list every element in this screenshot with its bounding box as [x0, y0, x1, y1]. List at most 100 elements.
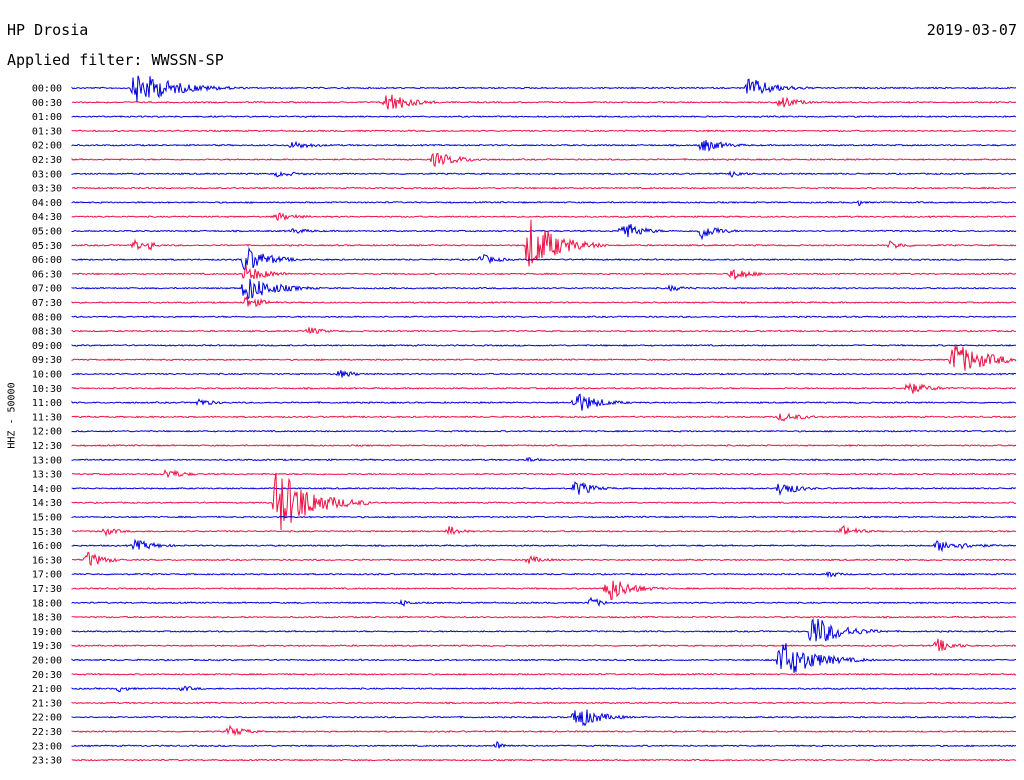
row-label: 01:00 [32, 112, 62, 123]
trace-row [71, 596, 1017, 607]
row-label: 01:30 [32, 126, 62, 137]
trace-row [71, 75, 1017, 103]
trace-row [71, 115, 1017, 119]
row-label: 13:00 [32, 455, 62, 466]
trace-row [71, 129, 1017, 133]
row-label: 16:30 [32, 555, 62, 566]
trace-row [71, 551, 1017, 567]
row-label: 12:30 [32, 441, 62, 452]
row-label: 10:00 [32, 370, 62, 381]
row-label: 20:00 [32, 656, 62, 667]
trace-row [71, 370, 1017, 378]
trace-row [71, 327, 1017, 334]
trace-row [71, 638, 1017, 652]
row-label: 14:30 [32, 498, 62, 509]
row-label: 08:30 [32, 327, 62, 338]
filter-label: Applied filter: WWSSN-SP [7, 51, 224, 69]
trace-row [71, 344, 1017, 347]
trace-row [71, 515, 1017, 519]
trace-row [71, 152, 1017, 168]
trace-row [71, 382, 1017, 394]
row-label: 04:30 [32, 212, 62, 223]
row-label: 18:30 [32, 613, 62, 624]
trace-row [71, 186, 1017, 190]
row-label: 10:30 [32, 384, 62, 395]
trace-row [71, 345, 1017, 371]
row-label: 23:30 [32, 756, 62, 767]
row-label: 21:30 [32, 698, 62, 709]
trace-row [71, 278, 1017, 300]
row-label: 05:30 [32, 241, 62, 252]
trace-row [71, 741, 1017, 749]
traces [71, 75, 1017, 762]
trace-row [71, 724, 1017, 737]
trace-row [71, 170, 1017, 178]
trace-row [71, 525, 1017, 537]
trace-row [71, 456, 1017, 463]
trace-row [71, 580, 1017, 600]
row-label: 16:00 [32, 541, 62, 552]
row-label: 11:00 [32, 398, 62, 409]
trace-row [71, 246, 1017, 271]
trace-row [71, 140, 1017, 152]
trace-row [71, 643, 1017, 673]
row-label: 09:30 [32, 355, 62, 366]
trace-row [71, 412, 1017, 422]
row-label: 12:00 [32, 427, 62, 438]
row-label: 00:00 [32, 84, 62, 95]
trace-row [71, 223, 1017, 241]
row-label: 13:30 [32, 470, 62, 481]
row-label: 02:30 [32, 155, 62, 166]
trace-row [71, 672, 1017, 676]
row-label: 03:00 [32, 169, 62, 180]
trace-row [71, 315, 1017, 319]
trace-row [71, 701, 1017, 705]
trace-row [71, 200, 1017, 207]
row-label: 21:00 [32, 684, 62, 695]
trace-row [71, 469, 1017, 479]
trace-row [71, 393, 1017, 411]
row-labels: 00:00 00:30 01:00 01:30 02:00 02:30 03:00 03:30… [32, 84, 62, 767]
row-label: 07:00 [32, 284, 62, 295]
row-label: 06:00 [32, 255, 62, 266]
trace-row [71, 429, 1017, 433]
row-label: 19:00 [32, 627, 62, 638]
trace-row [71, 481, 1017, 497]
trace-row [71, 618, 1017, 642]
row-label: 00:30 [32, 98, 62, 109]
row-label: 07:30 [32, 298, 62, 309]
row-label: 08:00 [32, 312, 62, 323]
row-label: 14:00 [32, 484, 62, 495]
row-label: 03:30 [32, 184, 62, 195]
row-label: 09:00 [32, 341, 62, 352]
date-title: 2019-03-07 [926, 21, 1017, 39]
trace-row [71, 571, 1017, 579]
row-label: 22:30 [32, 727, 62, 738]
trace-row [71, 709, 1017, 727]
trace-row [71, 219, 1017, 267]
row-label: 04:00 [32, 198, 62, 209]
row-label: 15:30 [32, 527, 62, 538]
trace-row [71, 212, 1017, 222]
trace-row [71, 296, 1017, 307]
trace-row [71, 615, 1017, 619]
trace-row [71, 758, 1016, 762]
row-label: 05:00 [32, 227, 62, 238]
trace-row [71, 94, 1017, 110]
row-label: 11:30 [32, 412, 62, 423]
station-title: HP Drosia [7, 21, 89, 39]
row-label: 20:30 [32, 670, 62, 681]
trace-row [71, 443, 1017, 448]
row-label: 23:00 [32, 741, 62, 752]
row-label: 06:30 [32, 269, 62, 280]
trace-row [71, 265, 1017, 280]
row-label: 02:00 [32, 141, 62, 152]
row-label: 15:00 [32, 513, 62, 524]
row-label: 19:30 [32, 641, 62, 652]
trace-row [71, 472, 1017, 530]
row-label: 18:00 [32, 598, 62, 609]
row-label: 17:00 [32, 570, 62, 581]
trace-row [71, 685, 1017, 693]
trace-row [71, 538, 1017, 553]
